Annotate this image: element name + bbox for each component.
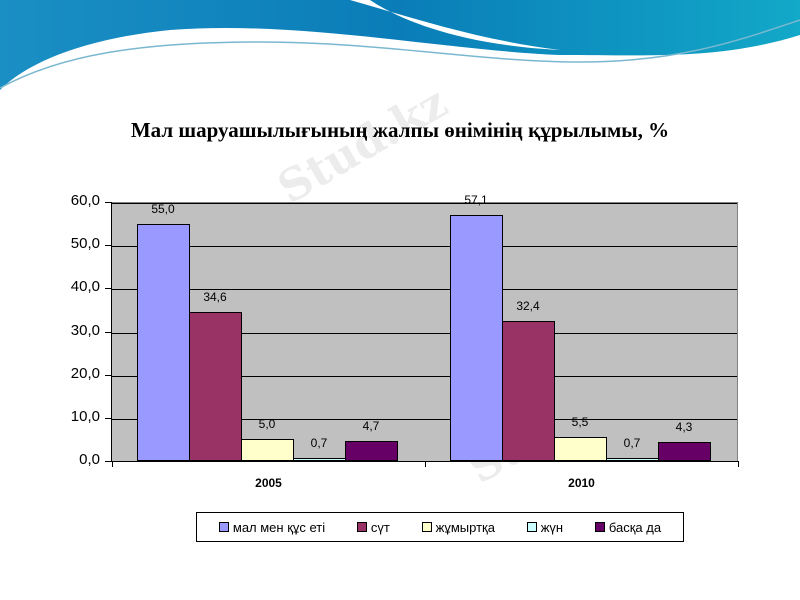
data-label: 32,4 [516,299,540,314]
legend-item: сүт [356,519,390,535]
gridline [112,332,737,334]
y-tick-label: 20,0 [70,364,100,382]
y-tick [105,288,111,290]
legend-swatch-icon [218,522,229,532]
y-tick-label: 30,0 [70,321,100,339]
y-axis [111,202,112,462]
bar-2010 [658,442,711,461]
legend-swatch-icon [594,522,605,532]
data-label: 4,3 [675,420,693,435]
data-label: 55,0 [151,201,175,216]
bar-2010 [450,214,503,461]
y-tick [105,417,111,419]
bar-2010 [502,321,555,461]
legend-swatch-icon [421,522,432,532]
data-label: 34,6 [203,289,227,304]
data-label: 57,1 [464,192,488,207]
legend-swatch-icon [526,522,537,532]
x-tick [425,461,426,467]
legend-item: жүн [526,519,564,535]
bar-2005 [241,439,294,461]
gridline [112,246,737,248]
data-label: 0,7 [623,435,641,450]
x-category-label: 2005 [255,476,282,490]
header-wave-decoration [0,0,800,90]
y-tick-label: 40,0 [70,278,100,296]
y-tick [105,331,111,333]
bar-2005 [189,311,242,461]
gridline [112,203,737,204]
legend-item: мал мен құс еті [218,519,326,535]
y-tick-label: 0,0 [79,451,100,468]
y-tick-label: 50,0 [70,235,100,253]
legend-item: жұмыртқа [421,519,495,535]
data-label: 5,5 [571,415,589,430]
x-category-label: 2010 [568,476,595,490]
y-tick-label: 10,0 [70,407,100,425]
legend-label: басқа да [608,519,662,535]
data-label: 0,7 [310,435,328,450]
bar-2010 [606,457,659,461]
legend-label: мал мен құс еті [232,519,326,535]
chart-title: Мал шаруашылығының жалпы өнімінің құрылы… [130,118,670,142]
legend-label: жұмыртқа [435,519,495,535]
chart-legend: мал мен құс еті сүт жұмыртқа жүн басқа да [196,512,684,542]
data-label: 4,7 [362,418,380,433]
bar-2005 [293,457,346,461]
legend-swatch-icon [356,522,367,532]
y-tick-label: 60,0 [70,192,100,209]
legend-label: жүн [540,519,564,535]
y-tick [105,202,111,203]
gridline [112,289,737,291]
bar-2010 [554,437,607,461]
x-axis [105,461,739,462]
legend-item: басқа да [594,519,662,535]
y-tick [105,245,111,247]
data-label: 5,0 [258,417,276,432]
gridline [112,418,737,420]
y-tick [105,374,111,376]
x-tick [112,461,113,467]
gridline [112,375,737,377]
bar-2005 [137,223,190,461]
legend-label: сүт [370,519,390,535]
x-tick [738,461,739,467]
bar-2005 [345,440,398,461]
